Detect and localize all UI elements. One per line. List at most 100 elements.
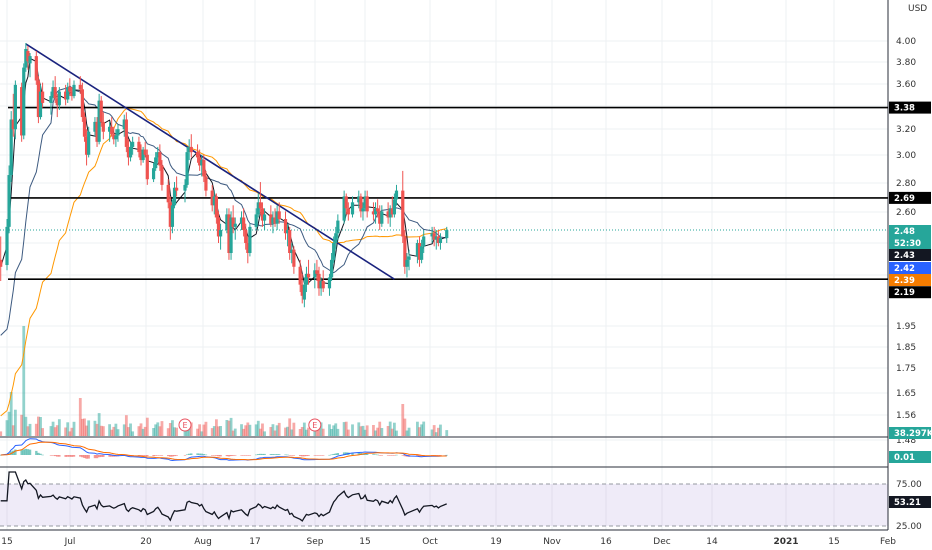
volume-bar xyxy=(405,430,409,436)
volume-bar xyxy=(344,421,348,436)
volume-bar xyxy=(229,417,233,436)
macd-hist-bar xyxy=(393,455,396,456)
volume-bar xyxy=(72,421,76,436)
macd-hist-bar xyxy=(439,455,442,456)
candle-body xyxy=(394,190,399,200)
candle-body xyxy=(154,157,158,169)
volume-bar xyxy=(286,426,289,436)
macd-hist-bar xyxy=(227,455,231,457)
macd-hist-bar xyxy=(175,455,178,456)
candle-body xyxy=(24,48,28,68)
volume-bar xyxy=(49,426,53,436)
volume-bar xyxy=(78,398,82,436)
candle-body xyxy=(388,208,392,218)
candle-body xyxy=(315,270,319,274)
volume-bar xyxy=(55,425,59,436)
volume-bar xyxy=(28,423,32,436)
volume-bar xyxy=(139,423,143,436)
candle-body xyxy=(216,217,221,237)
macd-hist-bar xyxy=(217,455,220,457)
volume-bar xyxy=(166,428,170,436)
volume-bar xyxy=(378,421,382,436)
date-tick-label: 20 xyxy=(140,537,152,547)
candle-body xyxy=(231,217,235,227)
macd-hist-bar xyxy=(328,454,331,456)
macd-hist-bar xyxy=(87,455,90,459)
volume-bar xyxy=(436,427,440,436)
candle-body xyxy=(13,84,17,130)
earnings-marker[interactable] xyxy=(308,418,322,432)
volume-bar xyxy=(418,427,421,436)
macd-hist-bar xyxy=(167,455,170,457)
volume-bar xyxy=(248,424,252,436)
candle-body xyxy=(38,91,43,118)
volume-bar xyxy=(319,422,323,436)
date-tick-label: Aug xyxy=(194,537,212,547)
candle-body xyxy=(36,80,41,118)
earnings-marker[interactable] xyxy=(178,418,192,432)
candle-body xyxy=(306,273,311,278)
macd-hist-bar xyxy=(374,454,377,456)
macd-hist-bar xyxy=(288,455,291,456)
volume-bar xyxy=(403,418,407,436)
macd-hist-bar xyxy=(315,455,319,456)
volume-bar xyxy=(101,426,105,436)
macd-hist-bar xyxy=(187,453,191,455)
macd-hist-bar xyxy=(158,455,162,456)
volume-bar xyxy=(300,427,304,436)
volume-bar xyxy=(388,421,392,436)
macd-hist-bar xyxy=(376,454,379,456)
volume-bar xyxy=(127,427,130,436)
macd-hist-bar xyxy=(37,452,40,455)
date-tick-label: 19 xyxy=(490,537,502,547)
macd-hist-bar xyxy=(173,455,176,457)
macd-hist-bar xyxy=(231,455,235,456)
volume-bar xyxy=(175,427,179,436)
volume-bar xyxy=(108,424,112,436)
volume-bar xyxy=(189,422,193,436)
macd-hist-bar xyxy=(403,455,407,457)
candle-body xyxy=(269,214,273,224)
volume-bar xyxy=(26,426,30,436)
rsi-tick-label: 75.00 xyxy=(896,480,922,490)
price-tick-label: 1.75 xyxy=(896,364,916,374)
trendline[interactable] xyxy=(25,43,395,280)
macd-hist-bar xyxy=(275,454,279,455)
volume-bar xyxy=(315,430,319,436)
volume-bar xyxy=(334,423,338,436)
volume-bar xyxy=(57,419,61,436)
candle-body xyxy=(97,100,101,142)
price-tag-bg xyxy=(889,262,931,274)
macd-hist-bar xyxy=(100,455,103,457)
rsi-line xyxy=(0,471,447,522)
horizontal-levels[interactable] xyxy=(8,106,888,281)
level-tag-2.69-bg xyxy=(889,191,931,204)
date-tick-label: 16 xyxy=(600,537,612,547)
macd-hist-bar xyxy=(83,455,86,459)
volume-bar xyxy=(225,420,229,436)
volume-bar xyxy=(53,427,57,436)
candle-body xyxy=(110,126,114,135)
volume-tag: 38.297K xyxy=(894,429,932,439)
macd-hist-bar xyxy=(234,455,237,456)
price-tick-label: 3.80 xyxy=(896,58,916,68)
volume-bar xyxy=(171,420,174,436)
volume-bar xyxy=(254,424,258,436)
macd-hist-bar xyxy=(240,455,243,456)
ma-50-line xyxy=(0,107,447,417)
macd-hist-bar xyxy=(248,455,252,456)
earnings-marker-label: E xyxy=(312,421,317,430)
macd-hist-bar xyxy=(269,454,273,455)
macd-hist-bar xyxy=(290,455,293,456)
macd-hist-bar xyxy=(200,453,203,455)
candle-body xyxy=(407,256,411,260)
macd-hist-bar xyxy=(35,450,38,455)
macd-hist-bar xyxy=(102,455,105,457)
volume-bars xyxy=(0,326,449,436)
macd-hist-bar xyxy=(26,449,30,455)
macd-hist-bar xyxy=(229,455,233,457)
trendline-line[interactable] xyxy=(25,43,395,280)
volume-bar xyxy=(152,428,155,436)
